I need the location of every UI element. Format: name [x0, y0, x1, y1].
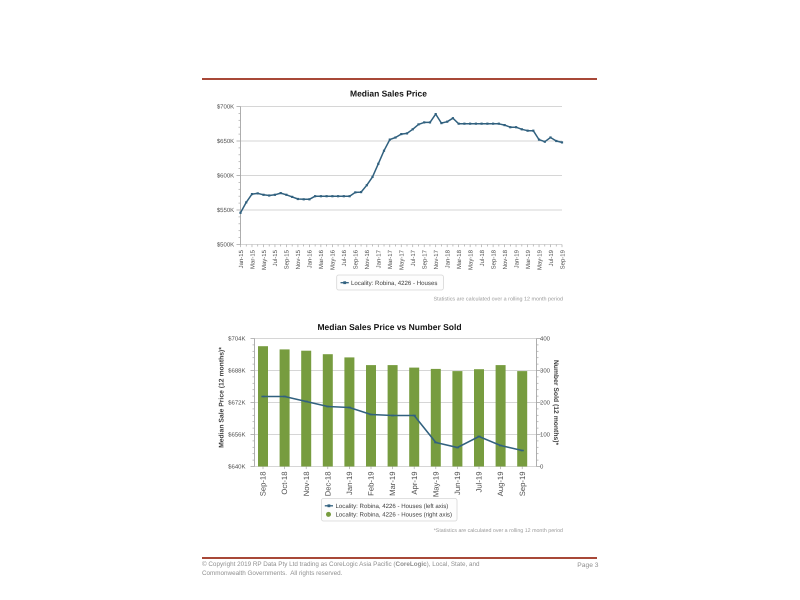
svg-text:300: 300 [540, 368, 551, 375]
svg-text:$656K: $656K [228, 432, 245, 439]
svg-text:Jan-16: Jan-16 [307, 249, 314, 268]
svg-text:Locality: Robina, 4226 - House: Locality: Robina, 4226 - Houses (right a… [336, 512, 453, 519]
svg-text:*Statistics are calculated ove: *Statistics are calculated over a rollin… [434, 528, 563, 534]
svg-text:0: 0 [540, 464, 544, 471]
svg-text:May-15: May-15 [261, 249, 268, 270]
svg-text:Mar-18: Mar-18 [456, 249, 463, 269]
svg-text:Number Sold (12 months)*: Number Sold (12 months)* [552, 360, 559, 446]
svg-text:Aug-19: Aug-19 [496, 472, 505, 497]
svg-text:Sep-19: Sep-19 [518, 472, 527, 497]
svg-text:400: 400 [540, 336, 551, 343]
svg-text:Nov-15: Nov-15 [295, 249, 302, 269]
svg-text:Jun-19: Jun-19 [453, 472, 462, 496]
svg-text:Locality: Robina, 4226 - House: Locality: Robina, 4226 - Houses (left ax… [336, 503, 449, 510]
svg-text:Jul-19: Jul-19 [475, 472, 484, 493]
svg-text:Sep-15: Sep-15 [284, 249, 291, 269]
svg-text:Jan-19: Jan-19 [513, 249, 520, 268]
svg-text:$550K: $550K [217, 207, 234, 214]
svg-text:100: 100 [540, 432, 551, 439]
svg-text:Jan-15: Jan-15 [238, 249, 245, 268]
svg-text:Sep-18: Sep-18 [259, 472, 268, 497]
svg-text:Feb-19: Feb-19 [367, 472, 376, 496]
svg-text:$672K: $672K [228, 400, 245, 407]
svg-text:Dec-18: Dec-18 [323, 472, 332, 497]
svg-text:May-19: May-19 [536, 249, 543, 270]
svg-text:Mar-16: Mar-16 [318, 249, 325, 269]
svg-text:Median Sales Price: Median Sales Price [350, 88, 427, 98]
svg-text:Jul-17: Jul-17 [410, 249, 417, 266]
svg-text:May-17: May-17 [399, 249, 406, 270]
svg-text:Sep-16: Sep-16 [353, 249, 360, 269]
svg-text:Nov-16: Nov-16 [364, 249, 371, 269]
svg-text:$600K: $600K [217, 173, 234, 180]
svg-text:Nov-18: Nov-18 [302, 472, 311, 497]
svg-text:$650K: $650K [217, 138, 234, 145]
svg-text:Jan-18: Jan-18 [444, 249, 451, 268]
svg-text:Locality: Robina, 4226 - House: Locality: Robina, 4226 - Houses [351, 280, 437, 287]
svg-text:Apr-19: Apr-19 [410, 472, 419, 495]
svg-text:Jul-15: Jul-15 [272, 249, 279, 266]
svg-text:$688K: $688K [228, 368, 245, 375]
svg-text:$704K: $704K [228, 336, 245, 343]
svg-text:Mar-19: Mar-19 [388, 472, 397, 496]
svg-text:Mar-15: Mar-15 [249, 249, 256, 269]
svg-text:Sep-18: Sep-18 [490, 249, 497, 269]
svg-text:May-19: May-19 [431, 472, 440, 498]
svg-text:Median Sale Price (12 months)*: Median Sale Price (12 months)* [219, 347, 226, 448]
svg-text:Mar-19: Mar-19 [525, 249, 532, 269]
svg-text:$700K: $700K [217, 104, 234, 111]
svg-text:Mar-17: Mar-17 [387, 249, 394, 269]
svg-text:May-18: May-18 [467, 249, 474, 270]
svg-text:Nov-17: Nov-17 [433, 249, 440, 269]
svg-text:Jul-19: Jul-19 [548, 249, 555, 266]
svg-text:Jan-19: Jan-19 [345, 472, 354, 496]
svg-text:Statistics are calculated over: Statistics are calculated over a rolling… [434, 297, 563, 303]
svg-text:Jul-16: Jul-16 [341, 249, 348, 266]
svg-text:Nov-18: Nov-18 [502, 249, 509, 269]
svg-text:Median Sales Price vs Number S: Median Sales Price vs Number Sold [317, 322, 461, 332]
svg-text:Sep-19: Sep-19 [559, 249, 566, 269]
svg-text:May-16: May-16 [330, 249, 337, 270]
svg-text:$640K: $640K [228, 464, 245, 471]
svg-text:Sep-17: Sep-17 [422, 249, 429, 269]
svg-text:200: 200 [540, 400, 551, 407]
svg-text:Jul-18: Jul-18 [479, 249, 486, 266]
svg-text:Jan-17: Jan-17 [376, 249, 383, 268]
svg-text:$500K: $500K [217, 242, 234, 249]
svg-text:Oct-18: Oct-18 [280, 472, 289, 495]
